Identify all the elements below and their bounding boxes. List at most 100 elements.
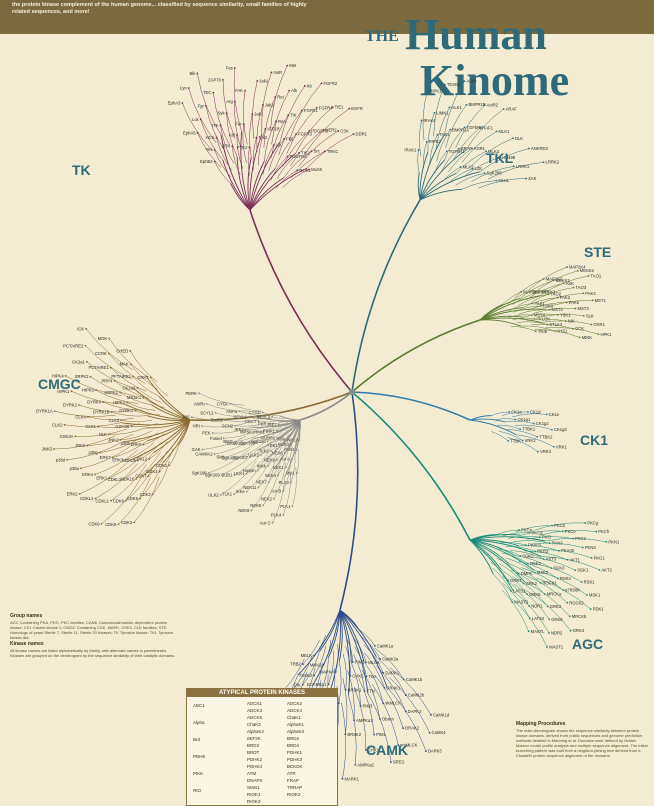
kinase-node <box>595 530 598 533</box>
kinase-node <box>222 437 225 440</box>
group-label-ck1: CK1 <box>580 432 609 448</box>
branch-leaf <box>75 428 128 437</box>
branch-leaf <box>496 558 519 574</box>
branch-leaf <box>188 87 217 144</box>
kinase-label: ERK2 <box>67 491 79 496</box>
kinase-label: CK2a1 <box>72 359 85 364</box>
kinase-node <box>512 165 515 168</box>
kinase-label: PKG2 <box>537 549 549 554</box>
branch-leaf <box>367 693 392 763</box>
kinase-node <box>574 307 577 310</box>
kinase-label: GRK2 <box>526 581 538 586</box>
kinase-label: SCYL3 <box>257 414 271 419</box>
kinase-node <box>322 129 325 131</box>
kinase-label: AKT2 <box>601 567 612 572</box>
kinase-label: MAP2K1 <box>523 289 540 294</box>
kinase-label: FGFR2 <box>323 81 337 86</box>
branch-camk <box>339 609 388 688</box>
kinase-label: NEK7 <box>256 480 268 485</box>
branch-tk <box>249 134 263 211</box>
kinase-label: NDR1 <box>531 604 543 609</box>
branch-leaf <box>537 314 584 318</box>
kinase-node <box>249 456 251 459</box>
kinase-label: SgK196 <box>192 470 208 475</box>
branch-leaf <box>282 169 310 188</box>
branch-leaf <box>536 549 592 559</box>
kinase-label: MARK1 <box>344 776 359 781</box>
title-the: THE <box>365 28 399 45</box>
kinase-node <box>277 423 280 426</box>
branch-tk <box>249 167 308 211</box>
branch-leaf <box>515 424 553 430</box>
kinase-node <box>308 168 311 171</box>
branch-leaf <box>270 65 288 131</box>
branch-leaf <box>258 128 266 166</box>
kinase-label: DYRK3 <box>119 408 134 413</box>
kinase-label: MuSK <box>311 167 323 172</box>
kinase-label: BMPR1B <box>468 102 485 107</box>
branch-leaf <box>282 459 291 492</box>
kinase-node <box>578 336 581 339</box>
kinase-label: IRAK4 <box>424 118 437 123</box>
kinase-label: ULK3 <box>248 452 259 457</box>
branch-camk <box>339 609 350 696</box>
branch-leaf <box>135 410 160 416</box>
branch-leaf <box>80 446 131 469</box>
branch-leaf <box>376 656 407 696</box>
branch-leaf <box>452 127 481 161</box>
kinase-node <box>351 661 354 663</box>
branch-leaf <box>510 550 544 560</box>
branch-leaf <box>531 323 574 329</box>
branch-leaf <box>359 629 376 647</box>
kinase-label: SgK269 <box>205 472 221 477</box>
branch-leaf <box>277 429 288 439</box>
kinase-label: TAO3 <box>576 285 587 290</box>
kinase-label: NEK5 <box>250 503 262 508</box>
kinase-label: HIPK1 <box>57 389 70 394</box>
kinase-node <box>457 147 460 150</box>
branch-tkl <box>419 134 445 201</box>
kinase-label: MST4 <box>534 313 546 318</box>
branch-leaf <box>248 416 272 420</box>
branch-camk <box>297 609 341 676</box>
mapping-text: The main dendrogram shows the sequence s… <box>516 728 648 758</box>
kinase-node <box>238 410 241 413</box>
kinase-label: MSK1 <box>589 593 601 598</box>
kinase-label: MEKK2 <box>580 268 595 273</box>
branch-leaf <box>260 439 279 456</box>
branch-leaf <box>534 329 580 338</box>
kinase-label: EphA5 <box>183 130 196 135</box>
branch-leaf <box>505 546 536 552</box>
branch-leaf <box>247 147 250 176</box>
branch-leaf <box>505 557 535 573</box>
kinase-label: SRPK2 <box>75 374 89 379</box>
branch-leaf <box>508 535 540 539</box>
kinase-node <box>425 140 428 143</box>
branch-leaf <box>262 145 274 175</box>
kinase-label: PKCe <box>565 529 577 534</box>
branch-leaf <box>353 654 365 692</box>
branch-leaf <box>342 653 347 690</box>
kinase-label: LRRK1 <box>516 164 530 169</box>
branch-tk <box>249 177 285 211</box>
kinase-label: Ron <box>278 119 286 124</box>
kinase-node <box>94 497 97 500</box>
kinase-label: SRPK1 <box>104 390 118 395</box>
kinase-label: Blk <box>190 71 197 76</box>
kinase-label: CaMK2a <box>382 656 399 661</box>
branch-leaf <box>508 563 541 584</box>
kinase-node <box>499 156 502 159</box>
kinase-label: SGK3 <box>553 566 565 571</box>
kinase-node <box>521 439 524 442</box>
atypical-member: BRD3 <box>247 743 260 748</box>
kinase-label: CLK3 <box>109 418 120 423</box>
branch-other <box>252 419 301 440</box>
kinase-node <box>566 266 568 268</box>
kinase-node <box>507 439 510 442</box>
kinase-node <box>527 147 530 150</box>
kinase-label: DRAK1 <box>386 685 401 690</box>
kinase-label: EphB2 <box>200 159 213 164</box>
kinase-label: DMPK <box>521 571 533 576</box>
branch-ste <box>479 308 542 321</box>
kinase-node <box>310 150 313 153</box>
